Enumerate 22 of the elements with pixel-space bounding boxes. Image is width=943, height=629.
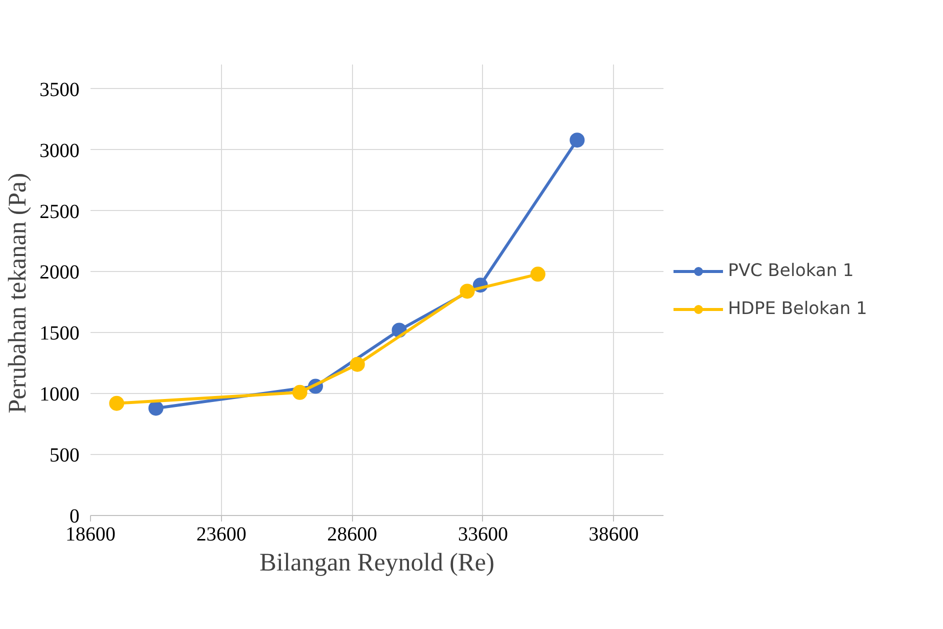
y-tick-label: 2500 xyxy=(40,200,80,223)
y-tick-label: 1000 xyxy=(40,384,80,406)
y-tick-label: 3500 xyxy=(40,78,80,101)
x-tick-label: 33600 xyxy=(458,524,508,546)
point xyxy=(109,396,124,411)
point xyxy=(570,132,585,148)
x-tick-label: 28600 xyxy=(327,524,378,546)
y-tick-label: 1500 xyxy=(40,322,80,345)
x-axis-title: Bilangan Reynold (Re) xyxy=(260,548,494,576)
x-tick-label: 23600 xyxy=(196,524,246,546)
y-tick-label: 3000 xyxy=(40,140,80,162)
y-axis-title: Perubahan tekanan (Pa) xyxy=(4,172,32,414)
point xyxy=(292,384,308,400)
x-tick-label: 38600 xyxy=(588,524,639,546)
point xyxy=(148,400,164,416)
legend-label: HDPE Belokan 1 xyxy=(728,298,868,318)
y-tick-label: 500 xyxy=(50,444,80,467)
legend-label: PVC Belokan 1 xyxy=(728,260,854,280)
y-tick-label: 2000 xyxy=(40,262,80,284)
point xyxy=(530,266,546,282)
point xyxy=(460,284,475,299)
point xyxy=(350,356,365,372)
